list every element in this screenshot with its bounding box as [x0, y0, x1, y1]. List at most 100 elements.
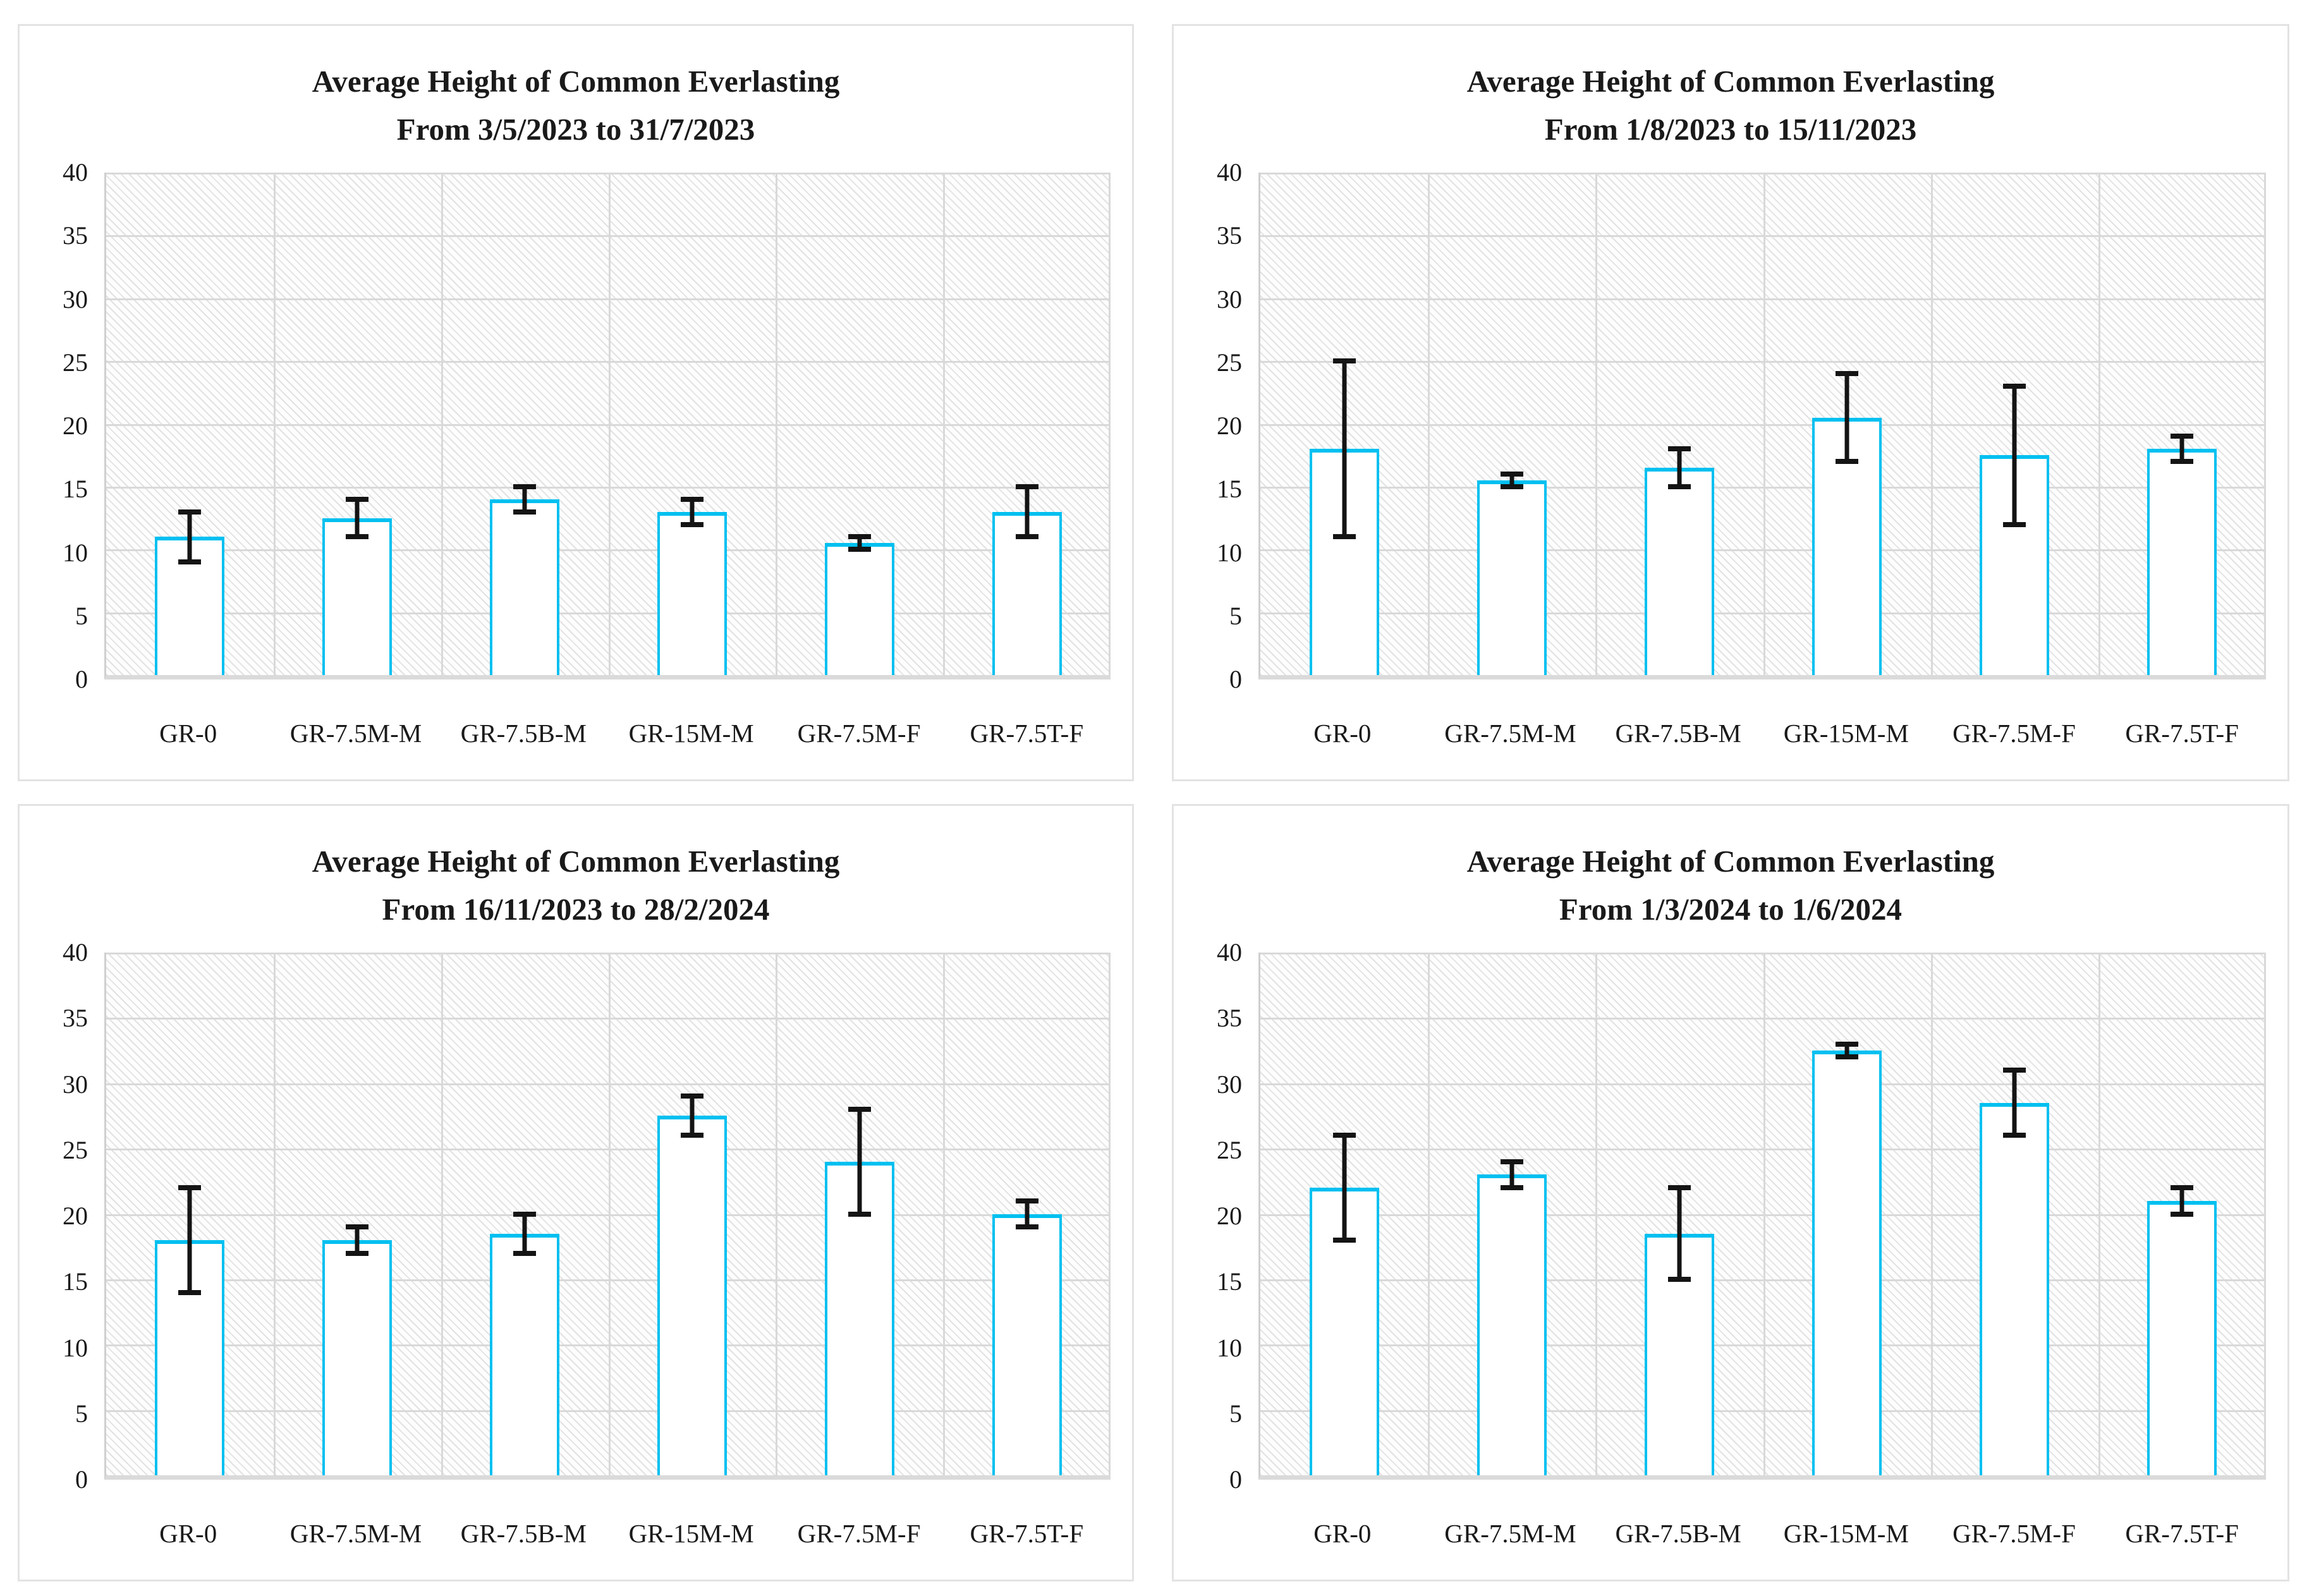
error-bar: [1677, 1188, 1682, 1279]
plot-area: [1258, 173, 2266, 679]
chart-title-line2: From 1/3/2024 to 1/6/2024: [1559, 891, 1903, 927]
error-bar-cap-bottom: [1332, 1237, 1356, 1243]
y-tick-label: 20: [1217, 1202, 1242, 1230]
error-bar: [1509, 1161, 1514, 1188]
chart-title: Average Height of Common Everlasting Fro…: [20, 838, 1132, 934]
v-gridline: [2264, 953, 2266, 1475]
plot-area: [1258, 953, 2266, 1480]
error-bar-cap-top: [2003, 383, 2026, 389]
error-bar-cap-bottom: [680, 521, 703, 527]
y-tick-label: 25: [1217, 348, 1242, 377]
error-bar-cap-bottom: [178, 559, 202, 565]
x-category-label: GR-7.5M-M: [1444, 719, 1576, 748]
x-category-label: GR-15M-M: [628, 719, 754, 748]
y-tick-label: 10: [63, 1333, 88, 1362]
error-bar-cap-top: [1667, 1185, 1691, 1191]
error-bar-cap-top: [346, 1224, 369, 1230]
error-bar-cap-top: [1015, 1198, 1038, 1203]
error-bar-cap-bottom: [346, 1250, 369, 1256]
error-bar: [2012, 1070, 2017, 1136]
error-bar: [187, 1188, 192, 1293]
error-bar: [1342, 1135, 1347, 1240]
error-bar: [690, 499, 695, 525]
chart-panel-4: Average Height of Common Everlasting Fro…: [1172, 804, 2289, 1581]
v-gridline: [1109, 953, 1111, 1475]
plot-area: [104, 173, 1111, 679]
chart-title-line1: Average Height of Common Everlasting: [312, 844, 840, 879]
error-bar-cap-top: [2003, 1068, 2026, 1073]
x-axis-labels: GR-0 GR-7.5M-M GR-7.5B-M GR-15M-M GR-7.5M-F G…: [104, 1509, 1111, 1547]
chart-panel-1: Average Height of Common Everlasting Fro…: [18, 24, 1134, 781]
error-bar: [2179, 436, 2184, 462]
x-category-label: GR-7.5M-F: [797, 1519, 921, 1548]
chart-title: Average Height of Common Everlasting Fro…: [20, 58, 1132, 154]
error-bar: [857, 537, 862, 550]
x-category-label: GR-7.5B-M: [1615, 719, 1741, 748]
bar: [1477, 1174, 1547, 1475]
error-bar-cap-top: [1836, 1041, 1859, 1047]
error-bar-cap-top: [1667, 446, 1691, 452]
chart-area: 0 5 10 15 20 25 30 35 40 GR-0 GR-7.5M-M GR-7.5B-M G…: [33, 160, 1118, 774]
chart-area: 0 5 10 15 20 25 30 35 40 GR-0 GR-7.5M-M GR-7.5B-M G…: [33, 940, 1118, 1575]
error-bar: [1509, 474, 1514, 487]
x-category-label: GR-15M-M: [1783, 719, 1909, 748]
v-gridline: [1763, 953, 1765, 1475]
x-category-label: GR-7.5T-F: [2125, 719, 2239, 748]
error-bar-cap-top: [848, 534, 871, 540]
error-bar-cap-top: [1332, 1133, 1356, 1138]
bar: [1980, 1102, 2050, 1475]
x-category-label: GR-7.5B-M: [1615, 1519, 1741, 1548]
bar: [1812, 1051, 1882, 1475]
v-gridline: [1428, 173, 1430, 675]
x-category-label: GR-7.5M-M: [289, 719, 422, 748]
x-category-label: GR-0: [159, 1519, 217, 1548]
x-category-label: GR-7.5M-F: [1952, 719, 2076, 748]
error-bar: [355, 1227, 360, 1253]
error-bar-cap-top: [2171, 1185, 2194, 1191]
y-tick-label: 35: [63, 1004, 88, 1033]
x-category-label: GR-7.5T-F: [970, 719, 1084, 748]
error-bar: [2012, 386, 2017, 525]
bar: [657, 1116, 727, 1475]
y-tick-label: 5: [1229, 1399, 1242, 1428]
y-tick-label: 30: [1217, 284, 1242, 314]
x-category-label: GR-7.5M-M: [289, 1519, 422, 1548]
bar: [490, 499, 560, 675]
v-gridline: [1930, 173, 1933, 675]
chart-title-line1: Average Height of Common Everlasting: [1466, 64, 1995, 99]
y-tick-label: 30: [1217, 1069, 1242, 1099]
y-tick-label: 40: [1217, 938, 1242, 966]
bar: [2147, 449, 2217, 675]
chart-panel-2: Average Height of Common Everlasting Fro…: [1172, 24, 2289, 781]
error-bar-cap-top: [178, 1185, 202, 1191]
bar: [1812, 417, 1882, 675]
error-bar-cap-top: [680, 1093, 703, 1099]
y-tick-label: 30: [63, 284, 88, 314]
error-bar-cap-bottom: [1015, 1224, 1038, 1230]
v-gridline: [441, 953, 443, 1475]
error-bar-cap-bottom: [513, 1250, 537, 1256]
v-gridline: [2264, 173, 2266, 675]
error-bar-cap-top: [2171, 434, 2194, 439]
error-bar-cap-top: [1332, 358, 1356, 364]
chart-title: Average Height of Common Everlasting Fro…: [1174, 838, 2287, 934]
y-tick-label: 5: [1229, 601, 1242, 630]
error-bar-cap-bottom: [513, 509, 537, 515]
y-tick-label: 35: [1217, 1004, 1242, 1033]
x-category-label: GR-7.5M-M: [1444, 1519, 1576, 1548]
error-bar-cap-bottom: [1332, 534, 1356, 540]
x-category-label: GR-0: [1313, 1519, 1372, 1548]
chart-area: 0 5 10 15 20 25 30 35 40 GR-0 GR-7.5M-M GR-7.5B-M G…: [1188, 160, 2274, 774]
v-gridline: [776, 173, 778, 675]
v-gridline: [2098, 953, 2100, 1475]
v-gridline: [608, 173, 611, 675]
plot-area: [104, 953, 1111, 1480]
v-gridline: [608, 953, 611, 1475]
y-tick-label: 0: [1229, 665, 1242, 693]
y-tick-label: 15: [63, 475, 88, 504]
chart-title-line2: From 1/8/2023 to 15/11/2023: [1544, 111, 1917, 147]
error-bar-cap-bottom: [848, 547, 871, 552]
error-bar-cap-bottom: [2003, 1133, 2026, 1138]
bar: [322, 1240, 393, 1475]
error-bar: [1844, 374, 1849, 462]
